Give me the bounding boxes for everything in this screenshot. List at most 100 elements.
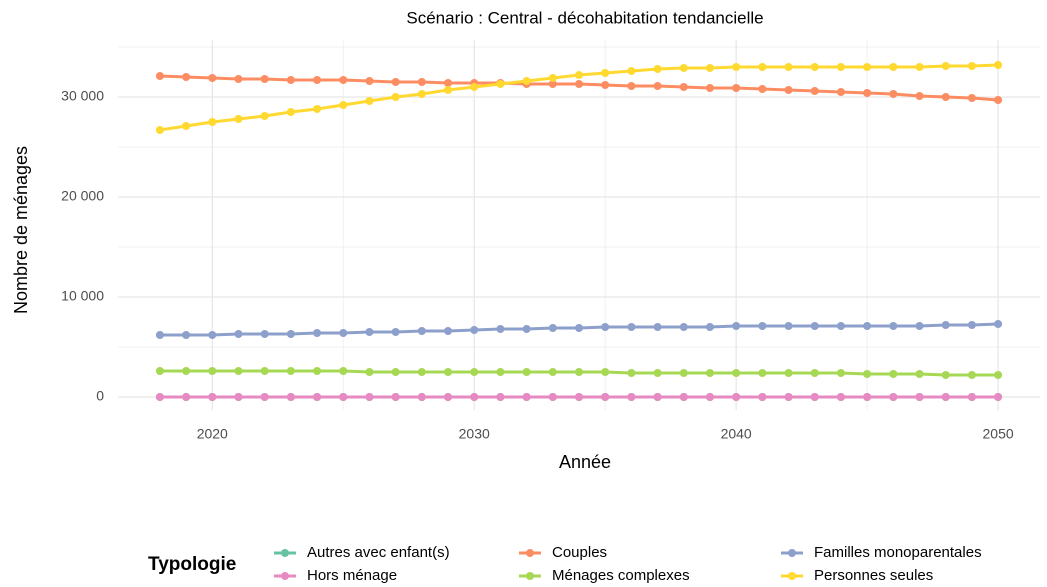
x-tick-label: 2030 <box>459 426 490 442</box>
legend-label: Hors ménage <box>307 567 397 584</box>
point <box>339 367 348 375</box>
chart-title: Scénario : Central - décohabitation tend… <box>406 8 763 27</box>
point <box>810 322 819 330</box>
point <box>365 393 374 401</box>
point <box>522 368 531 376</box>
point <box>182 367 191 375</box>
point <box>863 322 872 330</box>
point <box>286 76 295 84</box>
point <box>679 393 688 401</box>
point <box>182 73 191 81</box>
point <box>967 393 976 401</box>
point <box>994 371 1003 379</box>
point <box>915 322 924 330</box>
point <box>967 62 976 70</box>
point <box>339 329 348 337</box>
point <box>836 393 845 401</box>
x-tick-label: 2020 <box>197 426 228 442</box>
point <box>627 67 636 75</box>
point <box>417 78 426 86</box>
point <box>994 393 1003 401</box>
point <box>417 393 426 401</box>
point <box>758 322 767 330</box>
point <box>758 393 767 401</box>
point <box>758 369 767 377</box>
point <box>758 63 767 71</box>
point <box>653 82 662 90</box>
point <box>522 77 531 85</box>
point <box>522 393 531 401</box>
legend-key-point <box>281 549 289 557</box>
point <box>496 368 505 376</box>
point <box>967 94 976 102</box>
point <box>208 331 217 339</box>
legend-label: Familles monoparentales <box>814 544 982 561</box>
point <box>391 368 400 376</box>
point <box>182 393 191 401</box>
point <box>889 322 898 330</box>
y-tick-label: 10 000 <box>61 288 104 304</box>
point <box>836 88 845 96</box>
point <box>732 369 741 377</box>
point <box>627 82 636 90</box>
point <box>941 93 950 101</box>
point <box>286 367 295 375</box>
point <box>679 64 688 72</box>
point <box>234 115 243 123</box>
point <box>732 393 741 401</box>
point <box>705 84 714 92</box>
legend-label: Couples <box>552 544 607 561</box>
point <box>915 393 924 401</box>
point <box>155 331 164 339</box>
point <box>863 63 872 71</box>
point <box>155 393 164 401</box>
x-tick-label: 2050 <box>983 426 1014 442</box>
point <box>653 369 662 377</box>
point <box>444 79 453 87</box>
point <box>863 393 872 401</box>
point <box>784 86 793 94</box>
point <box>889 393 898 401</box>
point <box>182 331 191 339</box>
point <box>941 321 950 329</box>
point <box>810 393 819 401</box>
point <box>705 64 714 72</box>
legend-key-point <box>281 572 289 580</box>
point <box>601 323 610 331</box>
point <box>496 80 505 88</box>
point <box>732 84 741 92</box>
point <box>417 327 426 335</box>
point <box>941 393 950 401</box>
point <box>653 323 662 331</box>
point <box>575 80 583 88</box>
point <box>967 371 976 379</box>
point <box>313 329 322 337</box>
point <box>915 63 924 71</box>
point <box>548 368 557 376</box>
point <box>784 393 793 401</box>
point <box>234 330 243 338</box>
grid <box>118 40 1040 410</box>
point <box>470 83 479 91</box>
series <box>155 320 1003 339</box>
point <box>601 393 610 401</box>
point <box>496 325 505 333</box>
point <box>784 322 793 330</box>
point <box>234 75 243 83</box>
point <box>601 81 610 89</box>
point <box>548 74 557 82</box>
point <box>313 393 322 401</box>
point <box>208 393 217 401</box>
legend-label: Autres avec enfant(s) <box>307 544 450 561</box>
point <box>234 367 243 375</box>
point <box>365 368 374 376</box>
point <box>208 74 217 82</box>
point <box>182 122 191 130</box>
point <box>208 367 217 375</box>
point <box>705 323 714 331</box>
legend-label: Personnes seules <box>814 567 933 584</box>
point <box>627 323 636 331</box>
x-tick-label: 2040 <box>721 426 752 442</box>
legend-key-point <box>788 572 796 580</box>
point <box>286 330 295 338</box>
